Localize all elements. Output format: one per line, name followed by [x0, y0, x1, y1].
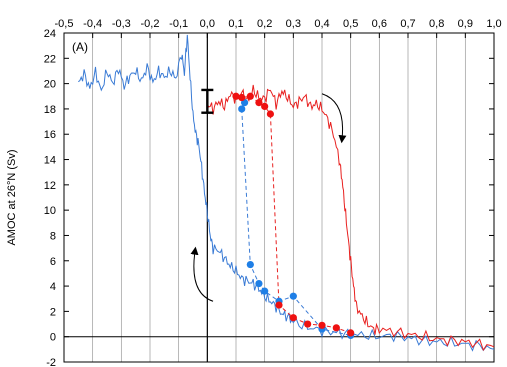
red-data-point	[289, 314, 297, 322]
x-tick-label: -0,2	[141, 18, 160, 30]
y-tick-label: 12	[44, 180, 56, 192]
red-data-point	[347, 329, 355, 337]
marker-layer	[232, 92, 355, 340]
y-tick-label: 18	[44, 104, 56, 116]
y-axis-title: AMOC at 26°N (Sv)	[6, 149, 18, 245]
red-data-point	[238, 93, 246, 102]
x-tick-label: 0,7	[400, 18, 415, 30]
x-tick-label: 0,6	[372, 18, 387, 30]
dashed-blue-series-line	[241, 102, 351, 336]
red-data-point	[318, 321, 326, 329]
x-tick-label: 0,0	[200, 18, 215, 30]
red-data-point	[246, 92, 254, 100]
x-tick-label: -0,1	[169, 18, 188, 30]
x-tick-label: 0,4	[314, 18, 329, 30]
blue-data-point	[261, 287, 269, 295]
red-data-point	[275, 301, 283, 309]
solid-blue-series-line	[78, 34, 495, 352]
y-tick-label: -2	[46, 357, 56, 367]
arrow-up-icon	[190, 246, 214, 302]
red-data-point	[332, 324, 340, 332]
annotation-layer	[190, 88, 347, 302]
panel-label: (A)	[72, 40, 88, 54]
solid-red-series-line	[206, 84, 495, 352]
x-tick-label: -0,3	[112, 18, 131, 30]
blue-data-point	[289, 292, 297, 300]
series-layer	[78, 34, 495, 352]
red-data-point	[232, 92, 240, 100]
x-tick-label: 1,0	[486, 18, 501, 30]
x-tick-label: 0,8	[429, 18, 444, 30]
y-tick-label: 16	[44, 129, 56, 141]
y-tick-label: 4	[50, 281, 56, 293]
blue-data-point	[238, 105, 246, 113]
y-tick-label: 24	[44, 28, 56, 40]
y-tick-label: 0	[50, 332, 56, 344]
y-tick-label: 14	[44, 155, 56, 167]
x-tick-label: 0,2	[257, 18, 272, 30]
x-tick-label: 0,9	[458, 18, 473, 30]
red-data-point	[304, 320, 312, 328]
red-data-point	[266, 110, 274, 118]
plot-frame	[63, 32, 495, 363]
red-data-point	[255, 98, 263, 107]
y-tick-label: 20	[44, 79, 56, 91]
y-tick-label: 22	[44, 53, 56, 65]
red-data-point	[261, 102, 269, 110]
x-axis: -0,5 -0,4 -0,3 -0,2 -0,1 0,0 0,1 0,2 0,3 0,4 0,5 0,…	[55, 18, 502, 38]
x-tick-label: 0,1	[228, 18, 243, 30]
blue-data-point	[255, 279, 263, 288]
blue-data-point	[246, 260, 254, 269]
x-tick-label: -0,4	[83, 18, 102, 30]
x-tick-label: 0,3	[286, 18, 301, 30]
x-tick-label: 0,5	[343, 18, 358, 30]
y-tick-label: 2	[50, 306, 56, 318]
y-tick-label: 10	[44, 205, 56, 217]
y-tick-label: 6	[50, 256, 56, 268]
plot-border	[63, 32, 495, 363]
y-tick-label: 8	[50, 230, 56, 242]
x-tick-label: -0,5	[55, 18, 74, 30]
arrow-down-icon	[321, 93, 347, 144]
